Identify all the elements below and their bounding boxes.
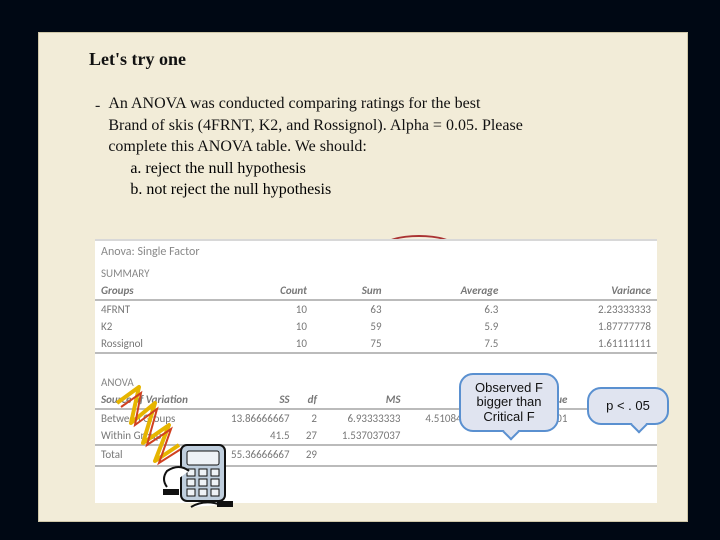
option-b: b. not reject the null hypothesis [130,179,657,201]
col-variance: Variance [504,282,657,300]
table-row: Groups Count Sum Average Variance [95,282,657,300]
col-sum: Sum [313,282,388,300]
slide: Let's try one - An ANOVA was conducted c… [38,32,688,522]
table-row: K2 10 59 5.9 1.87777778 [95,318,657,335]
anova-heading: Anova: Single Factor [101,245,651,259]
body-text: - An ANOVA was conducted comparing ratin… [95,93,657,203]
callout-text: p < . 05 [606,398,650,413]
clipart-icon [109,379,249,509]
separator [95,353,657,354]
col-groups: Groups [95,282,222,300]
line-2: Brand of skis (4FRNT, K2, and Rossignol)… [108,115,657,137]
table-row: Rossignol 10 75 7.5 1.61111111 [95,335,657,353]
col-count: Count [222,282,313,300]
col-average: Average [388,282,505,300]
slide-title: Let's try one [89,49,186,70]
option-a: a. reject the null hypothesis [130,158,657,180]
callout-text: Observed F bigger than Critical F [475,380,543,424]
bullet-dash: - [95,93,100,201]
table-row: 4FRNT 10 63 6.3 2.23333333 [95,300,657,318]
callout-observed-f: Observed F bigger than Critical F [459,373,559,432]
line-3: complete this ANOVA table. We should: [108,136,657,158]
summary-table: Groups Count Sum Average Variance 4FRNT … [95,282,657,354]
summary-label: SUMMARY [101,267,651,280]
line-1: An ANOVA was conducted comparing ratings… [108,93,657,115]
callout-pvalue: p < . 05 [587,387,669,425]
